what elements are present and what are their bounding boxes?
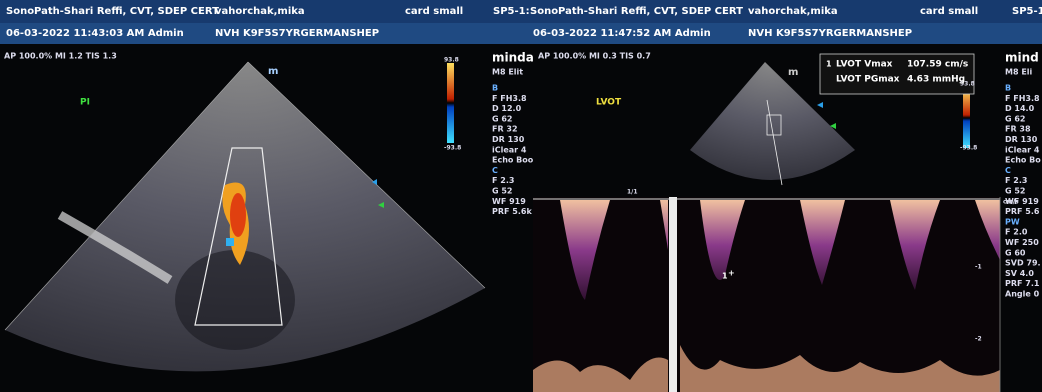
param: iClear 4 <box>492 145 527 154</box>
header-operator: SonoPath-Shari Reffi, CVT, SDEP CERT <box>530 6 743 17</box>
param: WF 250 <box>1005 238 1039 247</box>
header-patient: NVH K9F5S7YRGERMANSHEP <box>748 28 912 39</box>
param: PRF 5.6k <box>492 207 532 216</box>
header-probe: SP5-1 <box>1012 6 1042 17</box>
param: DR 130 <box>492 135 525 144</box>
header-user: vahorchak,mika <box>748 6 838 17</box>
freeze-separator <box>669 197 677 392</box>
param: DR 130 <box>1005 135 1038 144</box>
param: F 2.3 <box>1005 176 1027 185</box>
brand: minda <box>492 51 534 65</box>
acoustic-output: AP 100.0% MI 1.2 TIS 1.3 <box>4 52 117 61</box>
measurement-name: LVOT Vmax <box>836 60 893 70</box>
header-probe: SP5-1: <box>493 6 530 17</box>
param: G 52 <box>492 187 512 196</box>
scale-tick: -1 <box>975 264 982 271</box>
header-patient: NVH K9F5S7YRGERMANSHEP <box>215 28 379 39</box>
color-flow <box>226 238 234 246</box>
orientation-mark: m <box>788 67 798 78</box>
header-preset: card small <box>920 6 978 17</box>
param: G 62 <box>1005 114 1025 123</box>
echo <box>175 250 295 350</box>
measurement-value: 107.59 cm/s <box>907 60 968 70</box>
param: SVD 79. <box>1005 259 1041 268</box>
sweep-speed: 1/1 <box>627 189 638 196</box>
brand: mind <box>1005 51 1039 65</box>
colorbar-min: -93.8 <box>444 145 461 152</box>
acoustic-output: AP 100.0% MI 0.3 TIS 0.7 <box>538 52 651 61</box>
param: FR 32 <box>492 125 518 134</box>
header-user: vahorchak,mika <box>215 6 305 17</box>
colorbar-min: -93.8 <box>960 145 977 152</box>
param: C <box>492 166 498 175</box>
param: D 12.0 <box>492 104 522 113</box>
view-label: PI <box>80 98 90 108</box>
param: PRF 7.1 <box>1005 279 1040 288</box>
param: WF 919 <box>492 197 526 206</box>
screen: m m SonoPath-Shari Reffi, CVT, SDEP CERT… <box>0 0 1042 392</box>
scale-tick: -2 <box>975 336 982 343</box>
param: G 60 <box>1005 248 1026 257</box>
param: F FH3.8 <box>492 94 527 103</box>
measurement-value: 4.63 mmHg <box>907 75 965 85</box>
param: Echo Boo <box>492 156 534 165</box>
color-bar <box>447 63 454 143</box>
colorbar-max: 93.8 <box>444 57 459 64</box>
param: B <box>1005 84 1011 93</box>
param: SV 4.0 <box>1005 269 1034 278</box>
param: C <box>1005 166 1011 175</box>
param: iClear 4 <box>1005 145 1040 154</box>
param: Angle 0 <box>1005 290 1040 299</box>
param: FR 38 <box>1005 125 1031 134</box>
param: Echo Bo <box>1005 156 1041 165</box>
view-label: LVOT <box>596 98 622 108</box>
param: G 52 <box>1005 187 1025 196</box>
header-operator: SonoPath-Shari Reffi, CVT, SDEP CERT <box>6 6 219 17</box>
param: G 62 <box>492 114 512 123</box>
model: M8 Eli <box>1005 68 1033 77</box>
header-datetime: 06-03-2022 11:47:52 AM Admin <box>533 28 711 39</box>
param: D 14.0 <box>1005 104 1035 113</box>
color-bar <box>963 88 970 148</box>
param: F FH3.8 <box>1005 94 1040 103</box>
header-datetime: 06-03-2022 11:43:03 AM Admin <box>6 28 184 39</box>
model: M8 Elit <box>492 68 523 77</box>
param: PW <box>1005 217 1020 226</box>
scale-unit: cm/s <box>1003 199 1019 206</box>
measurement-name: LVOT PGmax <box>836 75 900 85</box>
param: F 2.3 <box>492 176 514 185</box>
orientation-mark: m <box>268 66 278 77</box>
measurement-index: 1 <box>826 60 832 69</box>
param: F 2.0 <box>1005 228 1028 237</box>
header-preset: card small <box>405 6 463 17</box>
caliper-cross: + <box>728 269 735 278</box>
param: B <box>492 84 498 93</box>
color-flow <box>230 193 246 237</box>
param: PRF 5.6 <box>1005 207 1040 216</box>
